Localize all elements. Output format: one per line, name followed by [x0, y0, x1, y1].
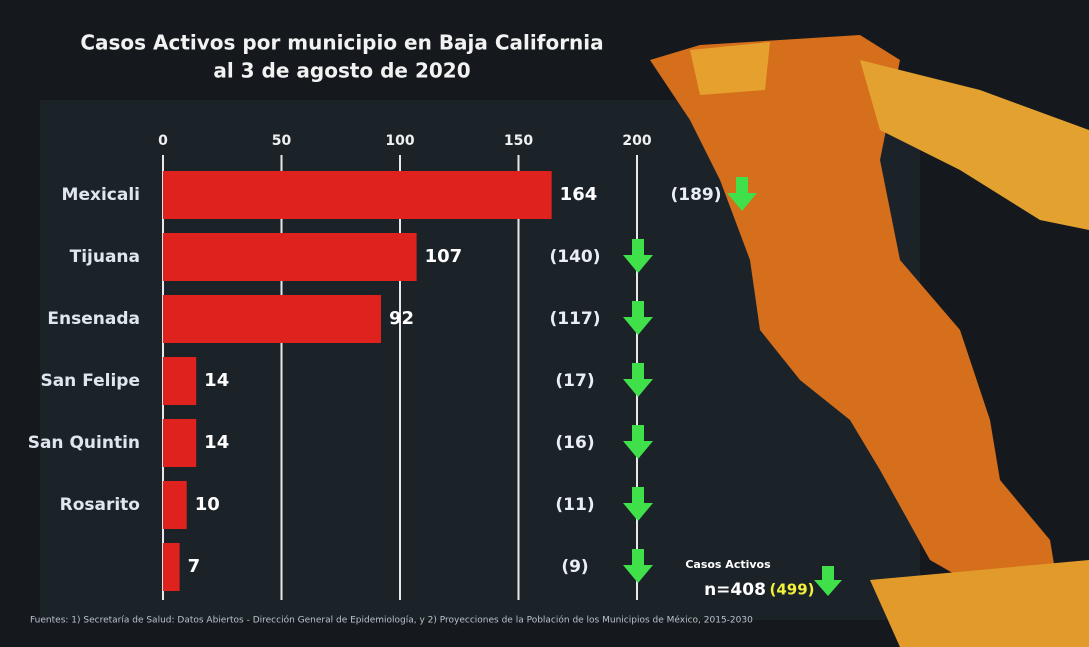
- map: [650, 35, 1089, 647]
- category-label: Mexicali: [62, 185, 140, 205]
- category-label: San Felipe: [40, 371, 140, 391]
- value-label: 14: [204, 370, 229, 391]
- bar: [163, 233, 417, 281]
- x-tick-label: 0: [158, 133, 168, 149]
- comparison-label: (117): [549, 309, 600, 329]
- value-label: 7: [188, 556, 201, 577]
- down-arrow: [623, 425, 653, 459]
- comparison-label: (16): [555, 433, 594, 453]
- down-arrow: [814, 566, 842, 596]
- total-label: Casos Activos: [685, 558, 771, 571]
- comparison-label: (189): [670, 185, 721, 205]
- category-label: Rosarito: [60, 495, 140, 515]
- comparison-label: (11): [555, 495, 594, 515]
- down-arrow: [727, 177, 757, 211]
- x-tick-label: 100: [385, 133, 414, 149]
- x-tick-label: 200: [622, 133, 651, 149]
- bar: [163, 543, 180, 591]
- down-arrow: [623, 487, 653, 521]
- down-arrow: [623, 363, 653, 397]
- map-region: [690, 42, 770, 95]
- bar: [163, 171, 552, 219]
- total-text: n=408: [704, 580, 766, 600]
- down-arrow: [623, 239, 653, 273]
- bar: [163, 357, 197, 405]
- bar: [163, 419, 197, 467]
- comparison-label: (9): [561, 557, 588, 577]
- x-tick-label: 150: [504, 133, 533, 149]
- down-arrow: [623, 549, 653, 583]
- total-previous: (499): [769, 581, 814, 599]
- comparison-label: (140): [549, 247, 600, 267]
- map-region: [860, 60, 1089, 230]
- category-label: Ensenada: [47, 309, 140, 329]
- value-label: 164: [560, 184, 598, 205]
- x-tick-label: 50: [272, 133, 292, 149]
- source-note: Fuentes: 1) Secretaría de Salud: Datos A…: [30, 615, 753, 626]
- chart-subtitle: al 3 de agosto de 2020: [213, 59, 470, 83]
- bar: [163, 295, 382, 343]
- down-arrow: [623, 301, 653, 335]
- map-region: [870, 560, 1089, 647]
- value-label: 10: [195, 494, 220, 515]
- category-label: San Quintin: [28, 433, 140, 453]
- chart-title: Casos Activos por municipio en Baja Cali…: [80, 31, 603, 55]
- bar: [163, 481, 187, 529]
- value-label: 92: [389, 308, 414, 329]
- value-label: 107: [425, 246, 463, 267]
- category-label: Tijuana: [70, 247, 140, 267]
- comparison-label: (17): [555, 371, 594, 391]
- value-label: 14: [204, 432, 229, 453]
- map-region: [650, 35, 1060, 600]
